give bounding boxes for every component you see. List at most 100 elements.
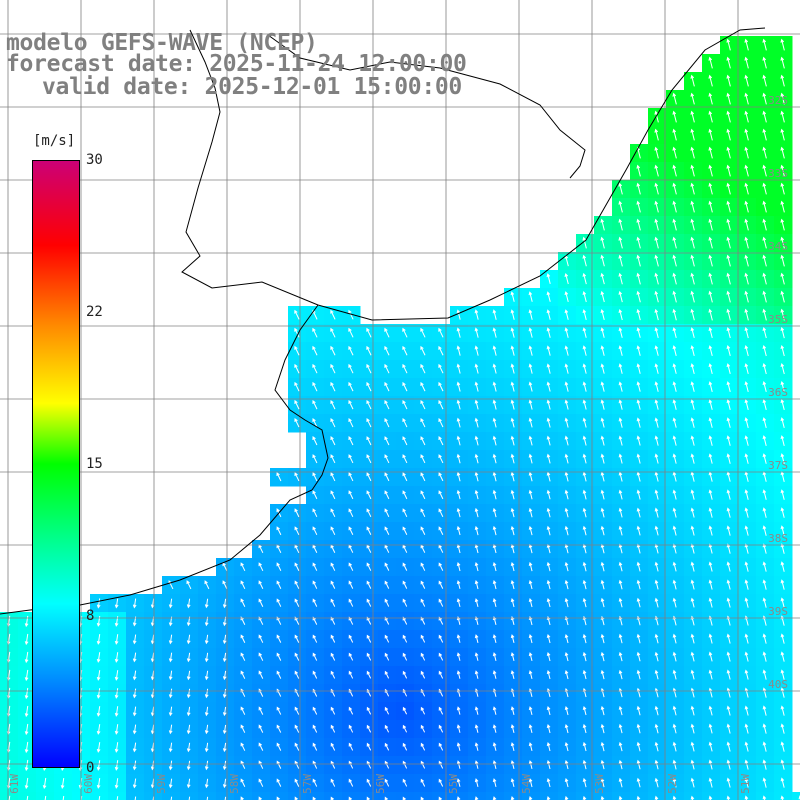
wind-arrow — [726, 272, 731, 285]
wind-arrow — [582, 633, 587, 644]
wind-arrow — [456, 471, 461, 482]
wind-arrow — [258, 724, 264, 733]
wind-arrow — [672, 399, 677, 410]
wind-arrow — [708, 164, 713, 177]
wind-arrow — [690, 741, 695, 752]
wind-arrow — [690, 795, 695, 800]
wind-arrow — [348, 418, 354, 428]
wind-arrow — [384, 454, 390, 464]
wind-arrow — [654, 633, 659, 644]
wind-arrow — [152, 796, 155, 800]
wind-arrow — [222, 580, 228, 590]
wind-arrow — [528, 760, 533, 770]
wind-arrow — [762, 38, 767, 51]
wind-arrow — [366, 742, 372, 751]
lon-label: 52W — [666, 774, 679, 794]
wind-arrow — [330, 327, 336, 338]
wind-arrow — [492, 399, 497, 410]
wind-arrow — [474, 634, 479, 643]
wind-arrow — [384, 490, 390, 500]
wind-arrow — [420, 381, 426, 392]
wind-arrow — [546, 525, 551, 536]
wind-arrow — [528, 634, 533, 644]
wind-arrow — [564, 309, 569, 320]
wind-arrow — [186, 598, 191, 609]
coastline — [0, 27, 766, 615]
wind-arrow — [726, 146, 731, 159]
wind-arrow — [654, 327, 659, 338]
wind-arrow — [744, 525, 749, 536]
wind-arrow — [690, 236, 695, 249]
wind-arrow — [726, 597, 731, 608]
wind-arrow — [762, 687, 767, 698]
wind-arrow — [582, 417, 587, 428]
wind-arrow — [312, 670, 318, 679]
wind-speed-cell — [144, 792, 163, 800]
wind-arrow — [132, 688, 137, 699]
wind-arrow — [564, 741, 569, 752]
wind-arrow — [366, 345, 372, 356]
wind-arrow — [708, 759, 713, 770]
wind-arrow — [366, 399, 372, 410]
wind-arrow — [708, 236, 713, 249]
wind-arrow — [762, 381, 767, 393]
wind-arrow — [600, 507, 605, 518]
wind-arrow — [600, 579, 605, 590]
wind-arrow — [420, 363, 426, 374]
wind-arrow — [690, 327, 695, 339]
wind-arrow — [708, 489, 713, 500]
wind-arrow — [528, 525, 533, 536]
wind-arrow — [582, 236, 587, 249]
wind-arrow — [366, 436, 372, 446]
wind-arrow — [564, 651, 569, 662]
wind-arrow — [492, 417, 497, 428]
wind-arrow — [600, 218, 605, 231]
wind-arrow — [186, 670, 191, 681]
wind-arrow — [744, 308, 749, 321]
wind-arrow — [762, 489, 767, 500]
wind-arrow — [726, 453, 731, 464]
wind-arrow — [546, 652, 551, 662]
wind-arrow — [348, 526, 354, 535]
wind-arrow — [690, 164, 695, 177]
wind-arrow — [546, 795, 551, 800]
wind-arrow — [26, 795, 29, 800]
wind-arrow — [636, 579, 641, 590]
wind-arrow — [80, 795, 83, 800]
wind-arrow — [600, 435, 605, 446]
wind-arrow — [708, 56, 713, 69]
wind-arrow — [600, 254, 605, 267]
wind-speed-cell — [234, 792, 253, 800]
wind-arrow — [456, 562, 461, 572]
wind-arrow — [402, 490, 408, 500]
wind-arrow — [780, 453, 785, 464]
wind-arrow — [708, 290, 713, 303]
wind-arrow — [780, 164, 785, 177]
wind-arrow — [276, 742, 282, 751]
wind-arrow — [654, 290, 659, 303]
wind-arrow — [24, 759, 29, 772]
wind-arrow — [348, 670, 354, 679]
wind-arrow — [312, 580, 318, 589]
wind-arrow — [708, 543, 713, 554]
wind-arrow — [762, 525, 767, 536]
wind-arrow — [402, 418, 408, 428]
wind-arrow — [654, 489, 659, 500]
wind-arrow — [384, 472, 390, 482]
wind-arrow — [438, 598, 444, 607]
wind-arrow — [528, 561, 533, 572]
wind-arrow — [528, 489, 533, 500]
wind-arrow — [294, 580, 300, 589]
wind-arrow — [636, 381, 641, 392]
wind-arrow — [294, 598, 300, 607]
wind-arrow — [492, 435, 497, 446]
lon-label: 53W — [593, 774, 606, 794]
wind-arrow — [96, 670, 101, 681]
wind-arrow — [456, 742, 461, 751]
wind-arrow — [726, 327, 731, 339]
wind-arrow — [726, 56, 731, 69]
wind-arrow — [312, 472, 318, 482]
wind-arrow — [276, 472, 282, 482]
wind-arrow — [276, 760, 282, 769]
wind-arrow — [114, 670, 119, 681]
